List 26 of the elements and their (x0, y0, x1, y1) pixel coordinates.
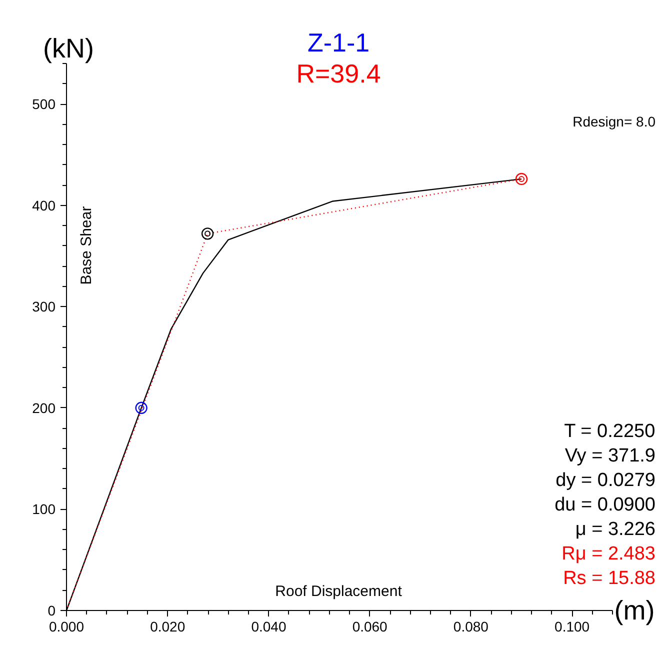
x-tick-label: 0.000 (48, 618, 84, 634)
text: (m) (614, 596, 655, 626)
y-tick-label: 0 (48, 602, 56, 618)
y-tick-label: 200 (32, 400, 56, 416)
x-tick-label: 0.080 (453, 618, 489, 634)
y-tick-label: 400 (32, 197, 56, 214)
annotation: dy = 0.0279 (556, 470, 656, 491)
annotation: Rμ = 2.483 (562, 544, 656, 564)
annotation: μ = 3.226 (575, 519, 656, 540)
x-axis-title: Roof Displacement (275, 583, 403, 600)
annotation: du = 0.0900 (554, 494, 656, 516)
x-tick-label: 0.020 (150, 618, 186, 634)
x-tick-label: 0.040 (251, 618, 286, 634)
chart-subtitle: R=39.4 (296, 58, 381, 88)
y-axis-title: Base Shear (78, 206, 95, 285)
text: (kN) (43, 34, 94, 64)
annotation: Rdesign= 8.0 (572, 114, 656, 130)
y-tick-label: 500 (32, 96, 56, 112)
y-tick-label: 300 (32, 298, 56, 315)
y-tick-label: 100 (32, 501, 56, 518)
x-tick-label: 0.060 (352, 618, 388, 634)
annotation: Rs = 15.88 (563, 568, 656, 589)
chart-title: Z-1-1 (307, 28, 370, 58)
x-tick-label: 0.100 (554, 618, 590, 634)
annotation: T = 0.2250 (564, 421, 656, 442)
annotation: Vy = 371.9 (564, 446, 656, 466)
